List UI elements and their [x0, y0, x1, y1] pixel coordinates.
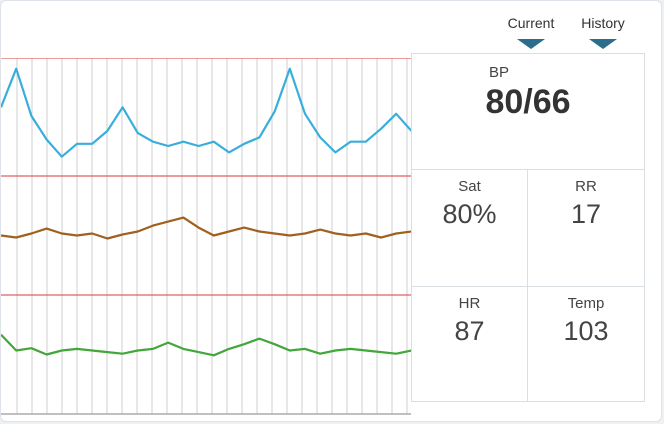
hr-label: HR [458, 295, 481, 312]
rr-cell: RR 17 [528, 170, 644, 287]
caret-down-icon [517, 39, 545, 49]
tab-history[interactable]: History [573, 13, 633, 51]
rr-value: 17 [570, 199, 602, 229]
bp-series-line [1, 67, 411, 158]
sat-value: 80% [442, 199, 497, 229]
sat-label: Sat [458, 178, 481, 195]
bp-label: BP [488, 64, 509, 81]
rr-label: RR [575, 178, 597, 195]
bp-value: 80/66 [485, 83, 571, 121]
tab-history-label: History [581, 15, 625, 31]
temp-cell: Temp 103 [528, 287, 644, 401]
hr-series-line [1, 333, 411, 357]
vitals-panel: BP 80/66 Sat 80% RR 17 HR 87 Temp 103 [411, 53, 645, 402]
tab-current-label: Current [507, 15, 555, 31]
hr-value: 87 [454, 316, 485, 346]
temp-value: 103 [563, 316, 609, 346]
bp-cell: BP 80/66 [412, 54, 644, 170]
vitals-trend-chart [1, 58, 411, 415]
view-tabs: Current History [1, 13, 661, 53]
tab-current[interactable]: Current [501, 13, 561, 51]
rr-series-line [1, 216, 411, 240]
sat-cell: Sat 80% [412, 170, 528, 287]
temp-label: Temp [567, 295, 605, 312]
hr-cell: HR 87 [412, 287, 528, 401]
caret-down-icon [589, 39, 617, 49]
